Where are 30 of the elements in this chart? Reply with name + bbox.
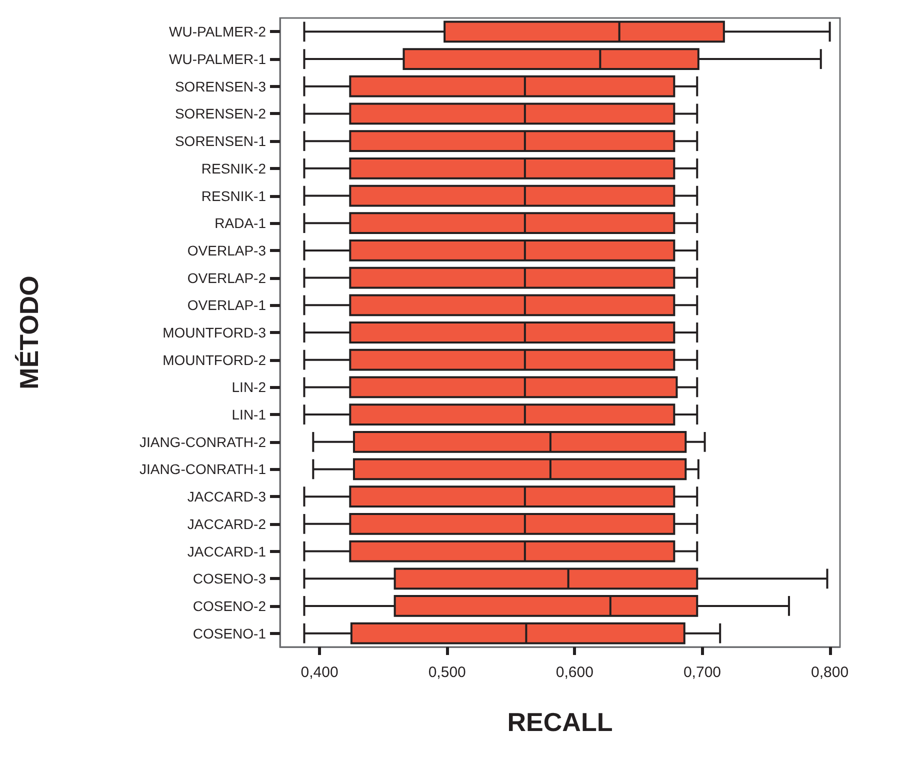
y-tick-label: LIN-2 [232,379,266,396]
y-axis-title: MÉTODO [14,276,44,390]
y-tick-label: RESNIK-2 [201,160,266,176]
y-tick-label: SORENSEN-1 [174,133,266,150]
y-tick-label: JACCARD-1 [187,543,266,560]
y-tick-label: RESNIK-1 [201,188,266,204]
x-tick-label: 0,600 [556,664,594,681]
y-tick-label: LIN-1 [232,406,266,423]
x-tick-label: 0,400 [300,664,338,681]
y-tick-label: JIANG-CONRATH-1 [139,461,266,478]
y-tick-label: OVERLAP-3 [187,242,266,258]
y-tick-label: COSENO-3 [192,570,266,587]
x-tick-label: 0,800 [811,664,849,681]
y-tick-label: WU-PALMER-2 [169,24,266,40]
x-tick-label: 0,700 [683,664,722,681]
x-tick-label: 0,500 [428,664,466,681]
y-tick-label: MOUNTFORD-2 [162,352,266,368]
y-tick-label: JIANG-CONRATH-2 [139,434,266,450]
y-tick-label: COSENO-1 [192,625,266,642]
y-tick-label: OVERLAP-2 [187,270,266,286]
y-tick-label: OVERLAP-1 [187,297,266,314]
y-tick-label: WU-PALMER-1 [169,51,266,68]
y-tick-label: RADA-1 [214,215,266,232]
y-tick-label: COSENO-2 [192,598,266,614]
y-tick-label: SORENSEN-2 [174,106,266,122]
y-tick-label: JACCARD-3 [187,488,266,505]
y-tick-label: SORENSEN-3 [174,78,266,94]
x-axis-title: RECALL [507,707,613,737]
y-tick-label: JACCARD-2 [187,516,266,532]
y-tick-label: MOUNTFORD-3 [162,324,266,340]
